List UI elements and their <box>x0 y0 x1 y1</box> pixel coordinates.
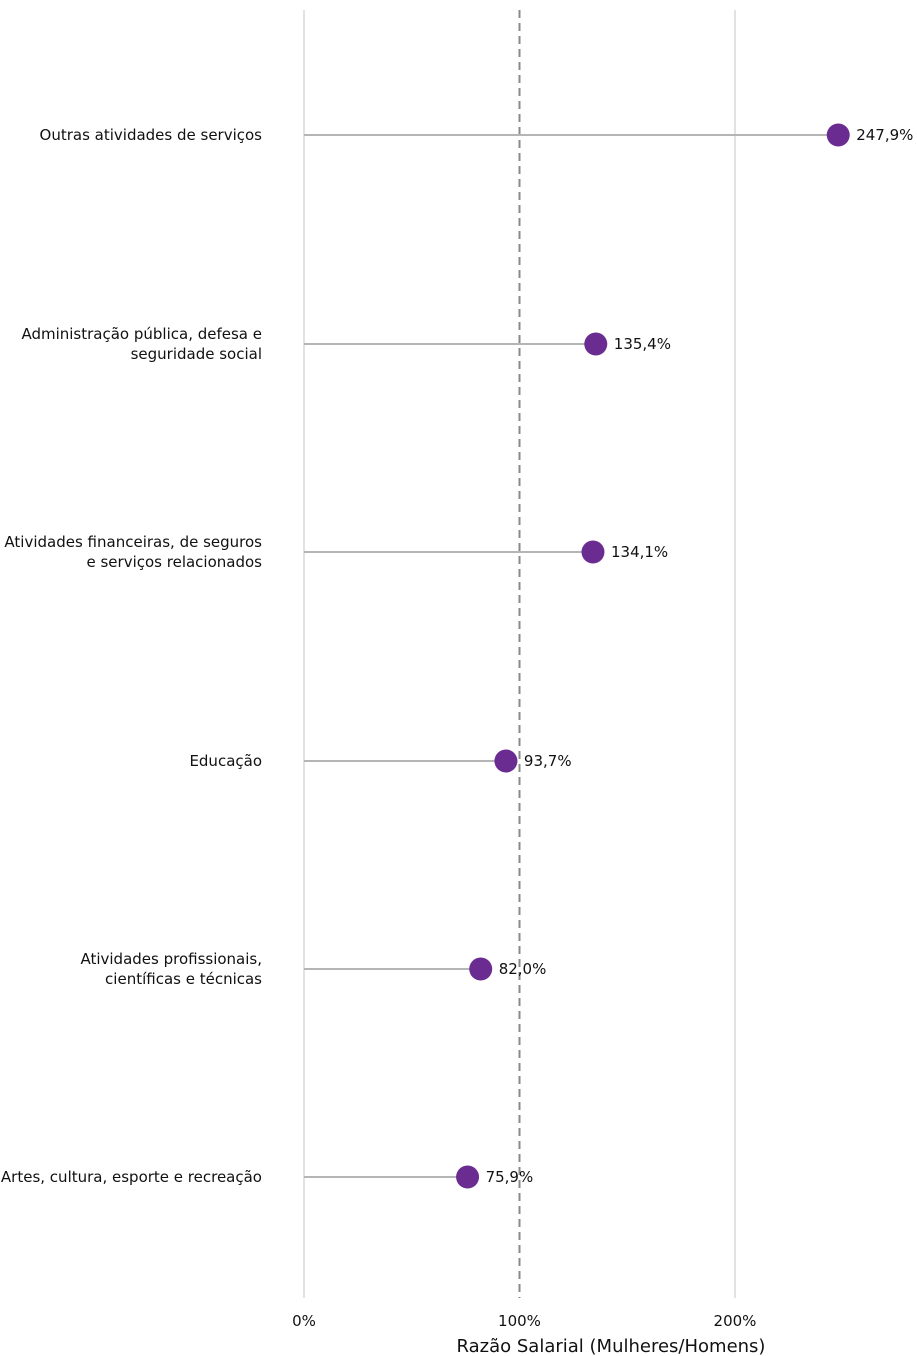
x-tick-label: 0% <box>292 1312 316 1330</box>
category-label: Outras atividades de serviços <box>40 126 263 144</box>
x-tick-label: 100% <box>498 1312 541 1330</box>
data-point <box>494 749 518 773</box>
category-label: Atividades financeiras, de seguros <box>4 533 262 551</box>
x-tick-label: 200% <box>714 1312 757 1330</box>
grid-layer <box>303 10 736 1298</box>
data-point <box>826 123 850 147</box>
data-label: 135,4% <box>614 335 671 353</box>
data-label: 93,7% <box>524 752 572 770</box>
data-point <box>469 957 493 981</box>
category-label: Educação <box>189 752 262 770</box>
x-axis-title: Razão Salarial (Mulheres/Homens) <box>457 1336 766 1356</box>
data-point <box>456 1165 480 1189</box>
category-label: Artes, cultura, esporte e recreação <box>1 1168 262 1186</box>
data-label: 247,9% <box>856 126 913 144</box>
category-label: Administração pública, defesa e <box>21 325 262 343</box>
data-label: 134,1% <box>611 543 668 561</box>
category-label: seguridade social <box>131 345 262 363</box>
stem-layer <box>304 134 839 1178</box>
category-label: e serviços relacionados <box>87 553 263 571</box>
category-label: científicas e técnicas <box>105 970 262 988</box>
data-label: 82,0% <box>499 960 547 978</box>
data-point <box>584 332 608 356</box>
data-label: 75,9% <box>486 1168 534 1186</box>
label-layer: 0% 100% 200% 247,9% Outras atividades de ser… <box>1 126 914 1330</box>
point-layer <box>456 123 850 1189</box>
data-point <box>581 540 605 564</box>
category-label: Atividades profissionais, <box>80 950 262 968</box>
